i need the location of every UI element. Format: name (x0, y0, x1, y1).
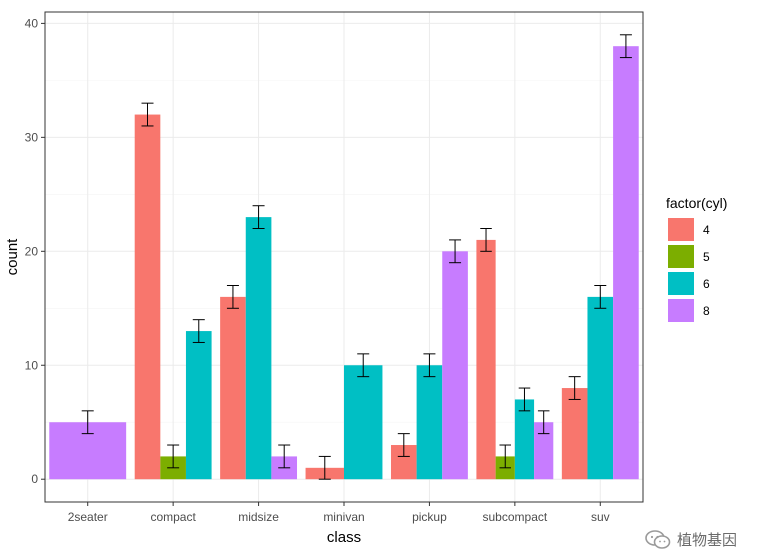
x-tick-label: compact (150, 510, 196, 524)
legend: factor(cyl) 4 5 6 8 (666, 195, 727, 322)
x-tick-label: 2seater (68, 510, 108, 524)
y-tick-label: 10 (25, 358, 39, 372)
bar-pickup-cyl-6 (416, 365, 443, 480)
bar-suv-cyl-8 (613, 46, 639, 480)
x-tick-label: subcompact (483, 510, 548, 524)
watermark-text: 植物基因 (676, 531, 737, 549)
legend-key-8 (668, 299, 694, 322)
legend-key-6 (668, 272, 694, 295)
x-tick-label: minivan (323, 510, 364, 524)
watermark: 植物基因 (645, 529, 737, 550)
y-tick-label: 40 (25, 16, 39, 30)
legend-key-5 (668, 245, 694, 268)
wechat-icon (645, 529, 671, 550)
x-tick-label: midsize (238, 510, 279, 524)
bar-suv-cyl-6 (587, 296, 614, 480)
bar-suv-cyl-4 (561, 388, 588, 480)
bar-compact-cyl-6 (185, 331, 212, 480)
bar-subcompact-cyl-4 (476, 239, 496, 480)
legend-key-4 (668, 218, 694, 241)
bar-compact-cyl-4 (134, 114, 161, 480)
bar-midsize-cyl-4 (220, 296, 246, 480)
legend-label-6: 6 (703, 277, 710, 291)
x-axis: 2seater compact midsize minivan pickup subcom… (68, 502, 610, 524)
y-axis-title: count (4, 238, 21, 276)
bars (49, 46, 639, 480)
legend-label-4: 4 (703, 223, 710, 237)
bar-midsize-cyl-6 (245, 217, 272, 480)
legend-label-5: 5 (703, 250, 710, 264)
y-tick-label: 30 (25, 130, 39, 144)
legend-title: factor(cyl) (666, 195, 727, 211)
legend-label-8: 8 (703, 304, 710, 318)
y-tick-label: 0 (31, 472, 38, 486)
x-tick-label: suv (591, 510, 610, 524)
y-axis: 0 10 20 30 40 (25, 16, 45, 486)
bar-minivan-cyl-6 (344, 365, 383, 480)
bar-subcompact-cyl-8 (534, 422, 554, 480)
y-tick-label: 20 (25, 244, 39, 258)
bar-pickup-cyl-8 (442, 251, 468, 480)
bar-subcompact-cyl-6 (514, 399, 535, 480)
x-axis-title: class (327, 529, 361, 546)
error-bars (81, 34, 632, 480)
x-tick-label: pickup (412, 510, 447, 524)
